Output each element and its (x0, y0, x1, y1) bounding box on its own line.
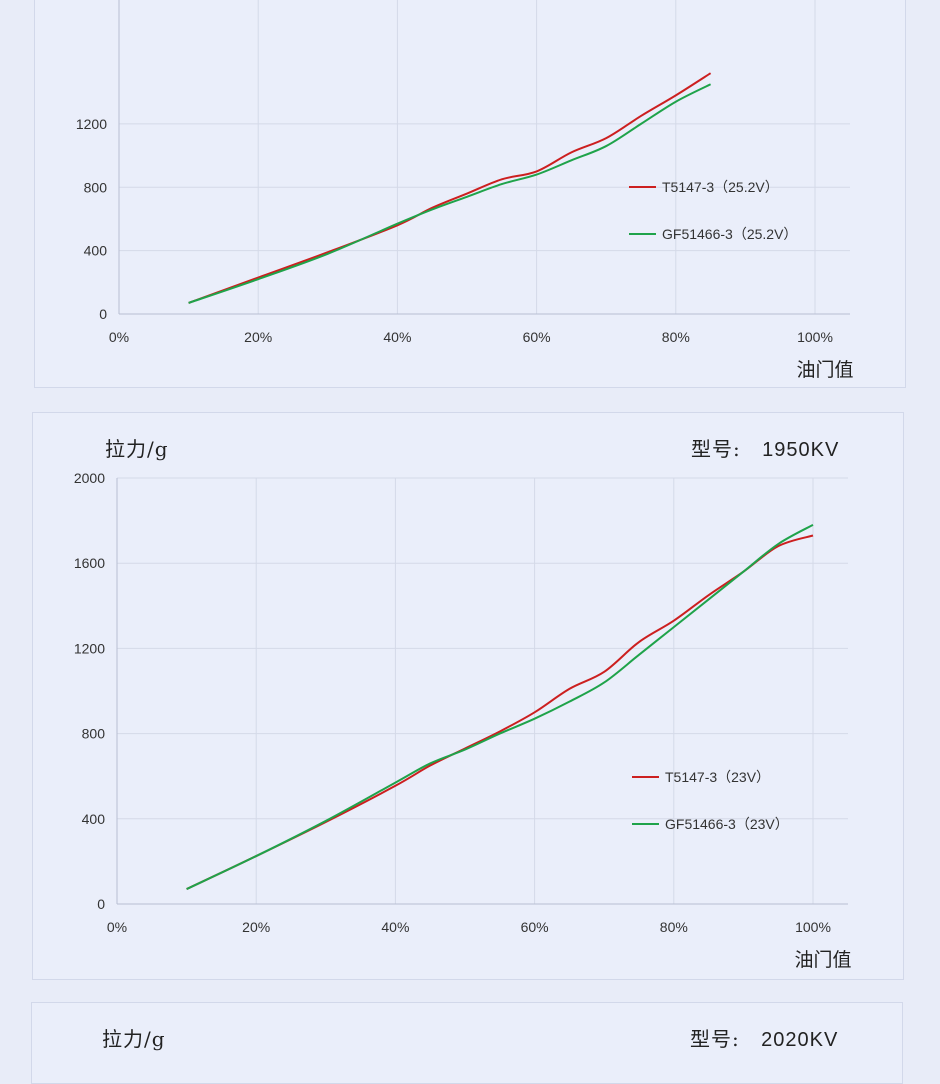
x-tick-label: 20% (242, 919, 270, 935)
y-axis-label: 拉力/g (105, 437, 169, 461)
model-label: 型号: 1950KV (691, 433, 839, 462)
x-tick-label: 80% (662, 329, 690, 345)
x-tick-label: 100% (795, 919, 831, 935)
x-tick-label: 60% (521, 919, 549, 935)
x-tick-label: 60% (523, 329, 551, 345)
series-group (188, 72, 712, 304)
series-group (186, 523, 814, 890)
x-tick-label: 20% (244, 329, 272, 345)
y-tick-label: 1200 (76, 116, 107, 132)
legend-label-2: GF51466-3（25.2V） (662, 226, 797, 242)
chart-svg-2: 0% 20% 40% 60% 80% 100% 0 400 800 1200 1600 2000 T51… (74, 470, 852, 971)
y-axis-label: 拉力/g (102, 1027, 166, 1051)
chart-svg-1: 0% 20% 40% 60% 80% 100% 0 400 800 1200 T5147-3（25.… (76, 0, 854, 381)
legend-label-2: GF51466-3（23V） (665, 816, 789, 832)
x-tick-label: 80% (660, 919, 688, 935)
y-tick-label: 800 (82, 726, 106, 742)
legend-label-1: T5147-3（23V） (665, 769, 770, 785)
legend-label-1: T5147-3（25.2V） (662, 179, 779, 195)
series-line-1 (186, 534, 814, 890)
x-axis-title: 油门值 (796, 359, 853, 381)
x-axis-title: 油门值 (794, 949, 851, 971)
x-tick-label: 40% (383, 329, 411, 345)
y-tick-label: 1200 (74, 640, 105, 656)
model-value: 1950KV (762, 439, 840, 461)
series-line-2 (186, 523, 814, 890)
series-line-1 (188, 72, 712, 304)
model-label-text: 型号: (690, 1027, 740, 1051)
chart-panel-3: 拉力/g 型号: 2020KV (31, 1002, 903, 1084)
model-label-text: 型号: (691, 437, 741, 461)
y-tick-label: 800 (84, 179, 108, 195)
x-tick-label: 40% (381, 919, 409, 935)
chart-panel-2: 拉力/g 型号: 1950KV 0% 20% 40% 60% 80% 100% 0 400 80… (32, 412, 904, 980)
y-tick-label: 0 (97, 896, 105, 912)
y-tick-label: 400 (82, 811, 106, 827)
y-tick-label: 0 (99, 306, 107, 322)
x-tick-label: 0% (107, 919, 127, 935)
y-tick-label: 2000 (74, 470, 105, 486)
y-tick-label: 400 (84, 243, 108, 259)
model-value: 2020KV (761, 1029, 839, 1051)
x-tick-label: 0% (109, 329, 129, 345)
series-line-2 (188, 83, 712, 304)
y-tick-label: 1600 (74, 555, 105, 571)
x-tick-label: 100% (797, 329, 833, 345)
chart-panel-1: 0% 20% 40% 60% 80% 100% 0 400 800 1200 T5147-3（25.… (34, 0, 906, 388)
model-label: 型号: 2020KV (690, 1023, 838, 1052)
